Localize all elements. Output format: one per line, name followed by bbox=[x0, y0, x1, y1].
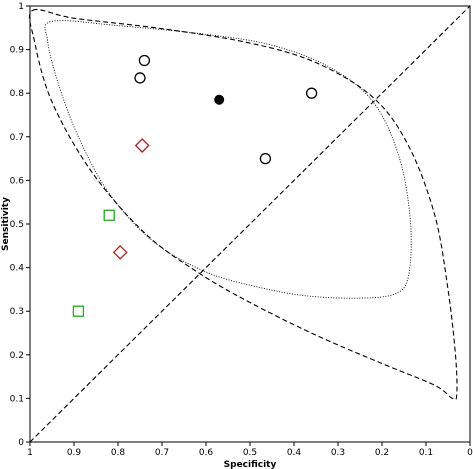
y-tick-label: 0.6 bbox=[10, 176, 25, 186]
x-tick-label: 1 bbox=[27, 448, 33, 458]
x-tick-label: 0.1 bbox=[419, 448, 433, 458]
y-tick-label: 0.5 bbox=[10, 220, 24, 230]
open-circle-point bbox=[305, 87, 318, 99]
reference-layer bbox=[29, 5, 471, 443]
x-tick-label: 0 bbox=[467, 448, 473, 458]
summary-point bbox=[214, 94, 225, 105]
x-tick-label: 0.4 bbox=[287, 448, 302, 458]
y-tick-label: 1 bbox=[18, 2, 24, 12]
x-tick-label: 0.7 bbox=[155, 448, 169, 458]
data-markers bbox=[72, 54, 318, 317]
diamond-point bbox=[134, 138, 150, 153]
x-tick-label: 0.3 bbox=[331, 448, 345, 458]
x-tick-label: 0.9 bbox=[67, 448, 82, 458]
y-tick-label: 0.1 bbox=[10, 394, 24, 404]
y-tick-label: 0.4 bbox=[10, 264, 25, 274]
x-tick-label: 0.6 bbox=[199, 448, 214, 458]
confidence-regions bbox=[28, 8, 458, 401]
diamond-point bbox=[112, 244, 128, 260]
y-axis-title: Sensitivity bbox=[1, 197, 11, 251]
x-tick-label: 0.2 bbox=[375, 448, 389, 458]
confidence-region-curve bbox=[44, 20, 412, 299]
y-tick-label: 0.3 bbox=[10, 307, 24, 317]
prediction-region-curve bbox=[28, 8, 458, 401]
reference-diagonal-line bbox=[29, 5, 471, 443]
open-circle-point bbox=[134, 72, 146, 84]
y-tick-label: 0.8 bbox=[10, 89, 25, 99]
x-tick-label: 0.5 bbox=[243, 448, 257, 458]
square-point bbox=[103, 209, 115, 221]
x-tick-label: 0.8 bbox=[111, 448, 126, 458]
y-tick-label: 0.7 bbox=[10, 133, 24, 143]
open-circle-point bbox=[259, 152, 272, 165]
y-tick-label: 0.9 bbox=[10, 46, 25, 56]
open-circle-point bbox=[138, 54, 151, 67]
y-axis-ticks: 0 0.1 0.2 0.3 0.4 0.5 0.6 0.7 0.8 0.9 1 bbox=[10, 2, 30, 448]
x-axis-ticks: 1 0.9 0.8 0.7 0.6 0.5 0.4 0.3 0.2 0.1 0 bbox=[27, 442, 473, 458]
y-tick-label: 0.2 bbox=[10, 351, 24, 361]
square-point bbox=[72, 305, 85, 317]
y-tick-label: 0 bbox=[18, 438, 24, 448]
x-axis-title: Specificity bbox=[224, 460, 277, 469]
